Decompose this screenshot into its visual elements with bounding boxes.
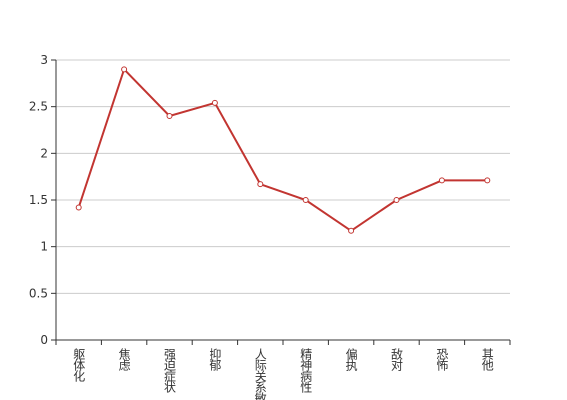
- point: [211, 99, 218, 106]
- y-tick-label: 3: [40, 53, 48, 67]
- x-tick-label: 强迫症状: [163, 348, 177, 393]
- point: [438, 177, 445, 184]
- y-tick-label: 0.5: [29, 286, 48, 300]
- x-tick-label: 恐怖: [435, 348, 449, 371]
- point: [393, 197, 400, 203]
- x-tick-label: 抑郁: [208, 347, 222, 372]
- y-tick-label: 2: [40, 146, 48, 160]
- x-tick-label: 焦虑: [117, 348, 131, 371]
- y-tick-label: 0: [40, 333, 48, 347]
- line: [77, 67, 488, 233]
- point: [257, 181, 264, 188]
- x-tick-label: 偏执: [344, 347, 358, 372]
- x-tick-label: 精神病性: [299, 348, 313, 394]
- point: [302, 197, 309, 203]
- y-tick-label: 1.5: [29, 193, 48, 207]
- x-tick-label: 其他: [480, 348, 494, 371]
- point: [75, 204, 82, 211]
- y-tick-label: 2.5: [29, 100, 48, 114]
- y-tick-label: 1: [40, 240, 48, 254]
- x-tick-label: 敌对: [390, 347, 404, 371]
- x-tick-label: 人际关系敏感: [253, 348, 267, 400]
- point: [121, 66, 128, 73]
- point: [166, 113, 173, 119]
- point: [484, 177, 491, 184]
- point: [348, 227, 355, 234]
- x-tick-label: 躯体化: [72, 347, 86, 383]
